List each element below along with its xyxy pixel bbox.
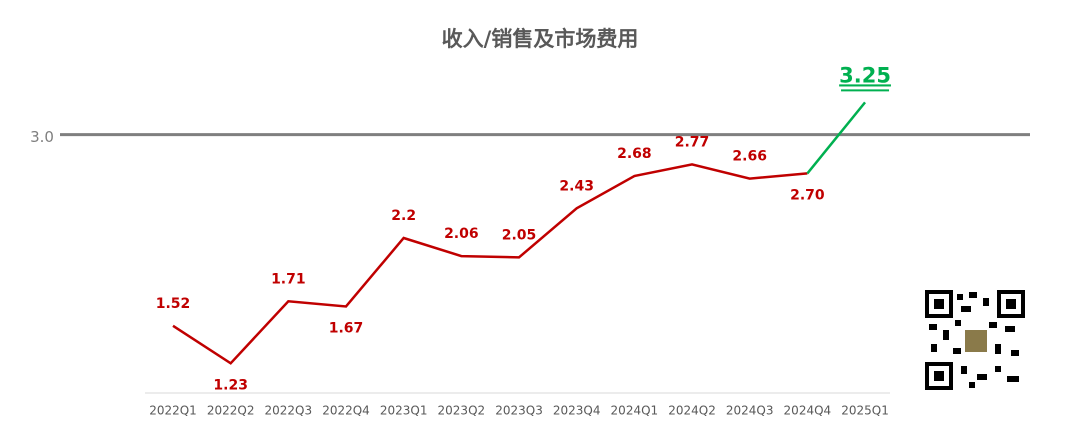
x-tick-label: 2023Q4 bbox=[553, 404, 601, 418]
line bbox=[172, 163, 808, 365]
x-tick-label: 2025Q1 bbox=[841, 404, 889, 418]
data-label: 1.52 bbox=[156, 296, 191, 312]
x-tick-label: 2022Q2 bbox=[207, 404, 255, 418]
x-tick-label: 2023Q3 bbox=[495, 404, 543, 418]
data-label: 2.43 bbox=[559, 178, 594, 194]
x-tick-label: 2022Q3 bbox=[265, 404, 313, 418]
data-label: 1.71 bbox=[271, 271, 306, 287]
data-label: 2.68 bbox=[617, 146, 652, 162]
data-label: 1.67 bbox=[329, 320, 364, 336]
data-label: 2.77 bbox=[675, 134, 710, 150]
data-label: 2.06 bbox=[444, 226, 479, 242]
chart-title: 收入/销售及市场费用 bbox=[442, 27, 639, 51]
x-tick-label: 2024Q1 bbox=[611, 404, 659, 418]
data-label: 2.70 bbox=[790, 187, 825, 203]
data-label: 1.23 bbox=[213, 377, 248, 393]
x-tick-label: 2023Q2 bbox=[438, 404, 486, 418]
data-label: 2.05 bbox=[502, 227, 537, 243]
line-highlight bbox=[806, 101, 867, 175]
x-tick-label: 2022Q4 bbox=[322, 404, 370, 418]
y-tick-label: 3.0 bbox=[30, 128, 54, 146]
x-tick-label: 2022Q1 bbox=[149, 404, 197, 418]
x-tick-label: 2024Q3 bbox=[726, 404, 774, 418]
data-label: 2.66 bbox=[732, 149, 767, 165]
x-tick-label: 2024Q4 bbox=[784, 404, 832, 418]
x-tick-label: 2023Q1 bbox=[380, 404, 428, 418]
data-label: 3.25 bbox=[839, 63, 891, 87]
x-tick-label: 2024Q2 bbox=[668, 404, 716, 418]
qr-code bbox=[925, 290, 1025, 390]
data-label: 2.2 bbox=[391, 208, 416, 224]
